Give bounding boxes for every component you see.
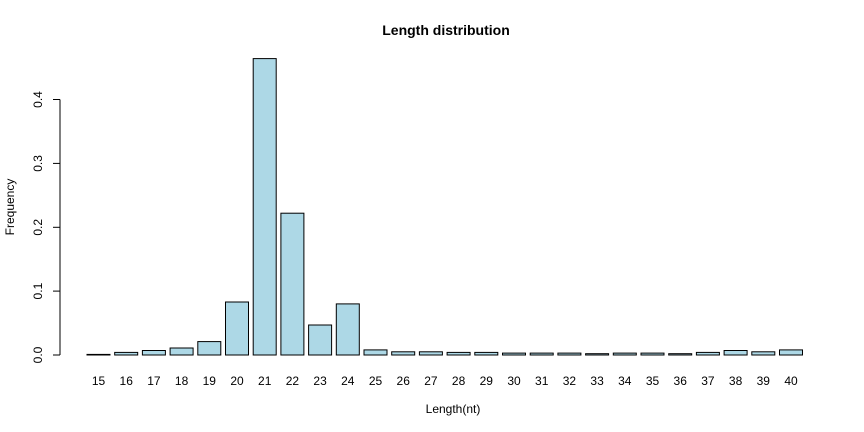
y-tick-label: 0.4 — [31, 91, 45, 108]
bar-30 — [502, 352, 526, 356]
x-tick-label: 33 — [590, 374, 604, 388]
x-tick-label: 19 — [203, 374, 217, 388]
bar-22 — [280, 212, 305, 356]
bar-23 — [308, 324, 333, 356]
bar-32 — [557, 352, 582, 356]
x-tick-label: 23 — [313, 374, 327, 388]
x-tick-label: 28 — [452, 374, 466, 388]
x-tick-label: 25 — [369, 374, 383, 388]
bar-19 — [197, 341, 222, 356]
x-tick-label: 32 — [563, 374, 577, 388]
x-tick-label: 36 — [674, 374, 688, 388]
bar-37 — [695, 351, 720, 356]
x-tick-label: 21 — [258, 374, 272, 388]
x-tick-label: 16 — [120, 374, 134, 388]
bar-36 — [668, 353, 693, 356]
bar-27 — [418, 351, 443, 356]
y-tick-label: 0.3 — [31, 155, 45, 172]
bar-21 — [252, 58, 277, 356]
bar-29 — [474, 351, 499, 356]
x-axis-label: Length(nt) — [426, 402, 481, 416]
x-tick-label: 18 — [175, 374, 189, 388]
x-tick-label: 40 — [784, 374, 798, 388]
bar-15 — [86, 353, 111, 356]
x-tick-label: 20 — [230, 374, 244, 388]
bar-25 — [363, 349, 388, 356]
bar-16 — [114, 351, 139, 356]
bar-39 — [751, 351, 776, 356]
y-tick-label: 0.1 — [31, 282, 45, 299]
x-tick-label: 38 — [729, 374, 743, 388]
x-tick-labels: 15 16 17 18 19 20 21 22 23 24 25 26 27 28 29 30 31 32 33 34… — [92, 374, 798, 388]
bar-38 — [723, 350, 748, 356]
bar-35 — [640, 352, 665, 356]
y-axis-label: Frequency — [3, 179, 17, 236]
bar-17 — [141, 350, 166, 356]
x-tick-label: 15 — [92, 374, 106, 388]
chart-title: Length distribution — [382, 22, 510, 38]
bar-20 — [225, 301, 249, 356]
x-tick-label: 26 — [397, 374, 411, 388]
x-tick-label: 37 — [701, 374, 715, 388]
bar-31 — [529, 352, 554, 356]
bar-28 — [446, 351, 471, 356]
x-tick-label: 39 — [757, 374, 771, 388]
y-axis: 0.0 0.1 0.2 0.3 0.4 — [31, 91, 61, 363]
bar-33 — [585, 353, 610, 356]
x-tick-label: 29 — [480, 374, 494, 388]
bar-40 — [779, 349, 803, 356]
x-tick-label: 31 — [535, 374, 549, 388]
bar-34 — [612, 352, 637, 356]
y-tick-label: 0.2 — [31, 219, 45, 236]
bar-26 — [391, 351, 416, 356]
bar-18 — [169, 347, 194, 356]
x-tick-label: 17 — [147, 374, 161, 388]
bars-group — [86, 58, 803, 356]
x-tick-label: 22 — [286, 374, 300, 388]
x-tick-label: 30 — [507, 374, 521, 388]
x-tick-label: 35 — [646, 374, 660, 388]
y-tick-label: 0.0 — [31, 346, 45, 363]
bar-24 — [335, 303, 360, 356]
x-tick-label: 24 — [341, 374, 355, 388]
x-tick-label: 34 — [618, 374, 632, 388]
x-tick-label: 27 — [424, 374, 438, 388]
